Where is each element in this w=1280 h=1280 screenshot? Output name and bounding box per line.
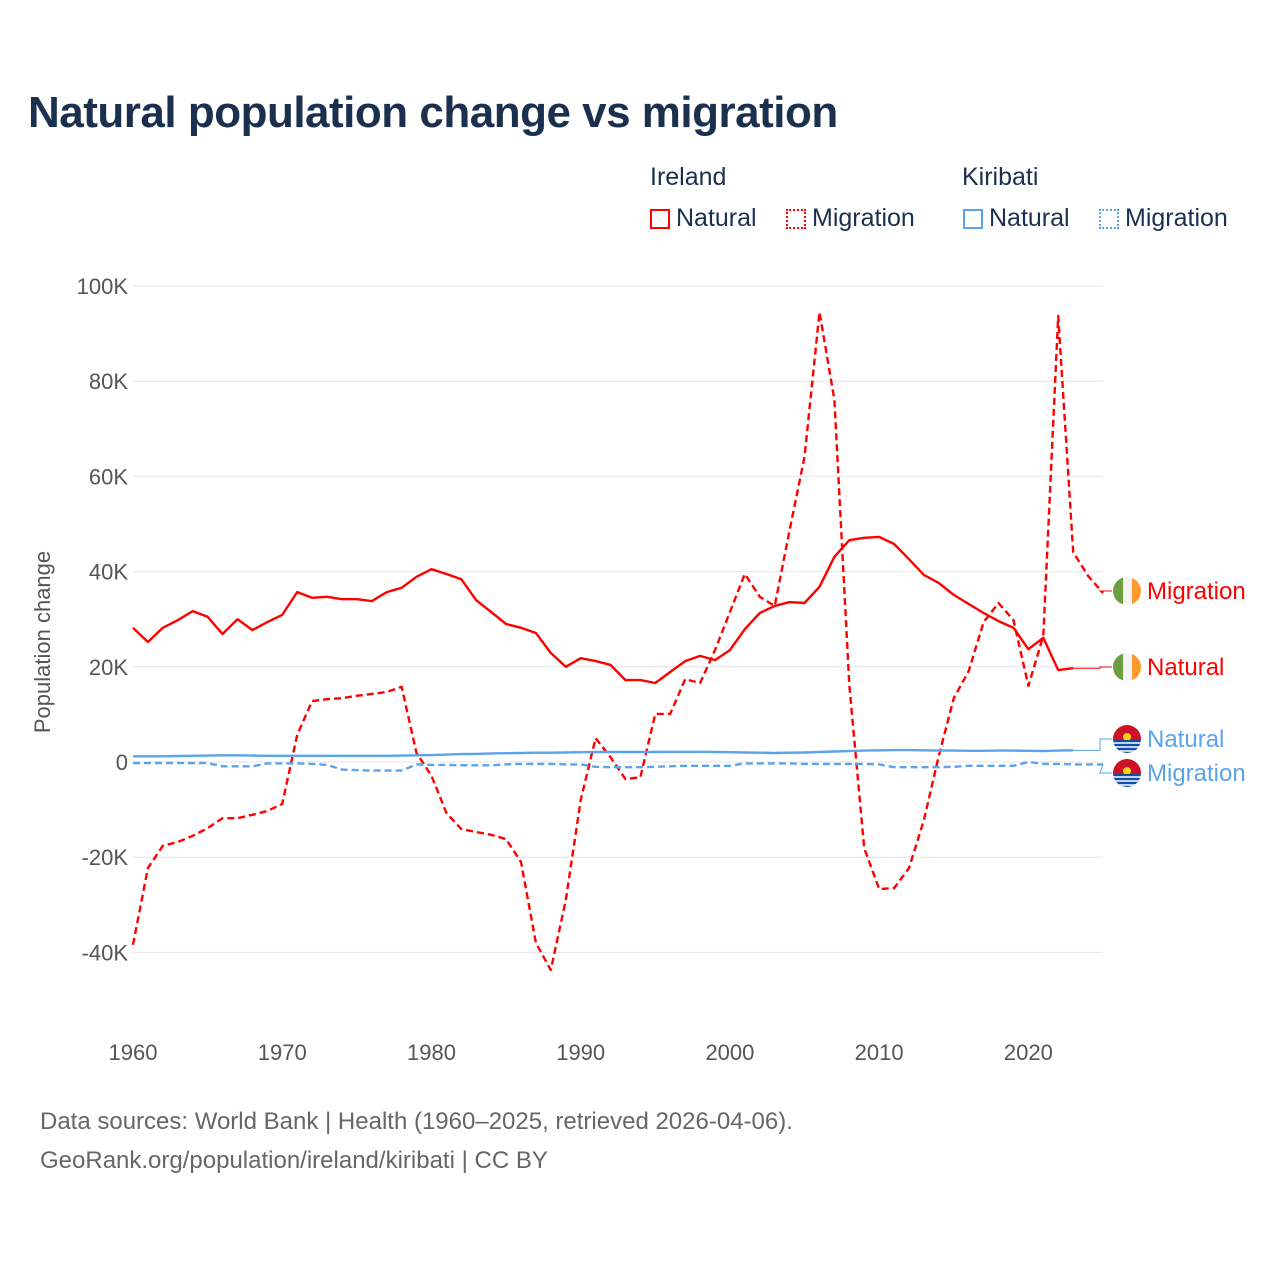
- y-tick-label: 80K: [89, 369, 128, 394]
- flag-stripe-green: [1113, 653, 1123, 681]
- legend-label: Natural: [676, 204, 757, 232]
- label-connector: [1098, 590, 1112, 594]
- y-tick-label: -20K: [82, 845, 129, 870]
- flag-red-top: [1113, 759, 1141, 774]
- chart-title: Natural population change vs migration: [28, 88, 838, 137]
- y-tick-label: 0: [116, 750, 128, 775]
- kiribati-flag-icon: [1113, 759, 1141, 787]
- end-label-ireland-natural: Natural: [1147, 654, 1224, 681]
- flag-stripe-green: [1113, 577, 1123, 605]
- label-connector: [1073, 666, 1112, 669]
- y-tick-label: 60K: [89, 464, 128, 489]
- legend-label: Migration: [812, 204, 915, 232]
- flag-stripe-white: [1123, 653, 1132, 681]
- y-axis-label: Population change: [30, 551, 55, 733]
- series-line-kiribati-migration: [133, 760, 1103, 772]
- legend-swatch-solid-red: [650, 208, 670, 229]
- x-tick-label: 2010: [855, 1040, 904, 1065]
- x-tick-label: 2020: [1004, 1040, 1053, 1065]
- flag-sun: [1123, 733, 1131, 741]
- flag-stripe-orange: [1132, 577, 1141, 605]
- footer-sources: Data sources: World Bank | Health (1960–…: [40, 1108, 793, 1135]
- flag-stripe-orange: [1132, 653, 1141, 681]
- x-tick-label: 1970: [258, 1040, 307, 1065]
- ireland-flag-icon: [1113, 653, 1141, 681]
- legend-kiribati-natural[interactable]: Natural: [963, 204, 1070, 233]
- legend-swatch-dotted-red: [786, 208, 806, 229]
- legend-ireland-migration[interactable]: Migration: [786, 204, 915, 233]
- x-tick-label: 1980: [407, 1040, 456, 1065]
- x-tick-label: 1990: [556, 1040, 605, 1065]
- ireland-flag-icon: [1113, 577, 1141, 605]
- kiribati-flag-icon: [1113, 725, 1141, 753]
- label-connector: [1073, 738, 1112, 751]
- y-tick-label: 40K: [89, 560, 128, 585]
- legend-label: Natural: [989, 204, 1070, 232]
- y-tick-label: 100K: [77, 274, 129, 299]
- legend-group-ireland: Ireland: [650, 163, 727, 191]
- legend-group-kiribati: Kiribati: [962, 163, 1039, 191]
- flag-red-top: [1113, 725, 1141, 740]
- series-line-ireland-natural: [132, 535, 1074, 685]
- legend-kiribati-migration[interactable]: Migration: [1099, 204, 1228, 233]
- y-tick-label: 20K: [89, 655, 128, 680]
- label-connector: [1099, 764, 1112, 774]
- flag-stripe-white: [1123, 577, 1132, 605]
- end-label-kiribati-migration: Migration: [1147, 760, 1246, 787]
- legend-ireland-natural[interactable]: Natural: [650, 204, 757, 233]
- series-line-kiribati-natural: [133, 748, 1074, 758]
- footer-credit: GeoRank.org/population/ireland/kiribati …: [40, 1147, 548, 1174]
- legend-label: Migration: [1125, 204, 1228, 232]
- x-tick-label: 2000: [705, 1040, 754, 1065]
- end-label-kiribati-natural: Natural: [1147, 726, 1224, 753]
- legend-swatch-solid-blue: [963, 208, 983, 229]
- series-line-ireland-migration: [131, 311, 1104, 972]
- flag-sun: [1123, 767, 1131, 775]
- end-label-ireland-migration: Migration: [1147, 578, 1246, 605]
- x-tick-label: 1960: [109, 1040, 158, 1065]
- y-tick-label: -40K: [82, 940, 129, 965]
- legend-swatch-dotted-blue: [1099, 208, 1119, 229]
